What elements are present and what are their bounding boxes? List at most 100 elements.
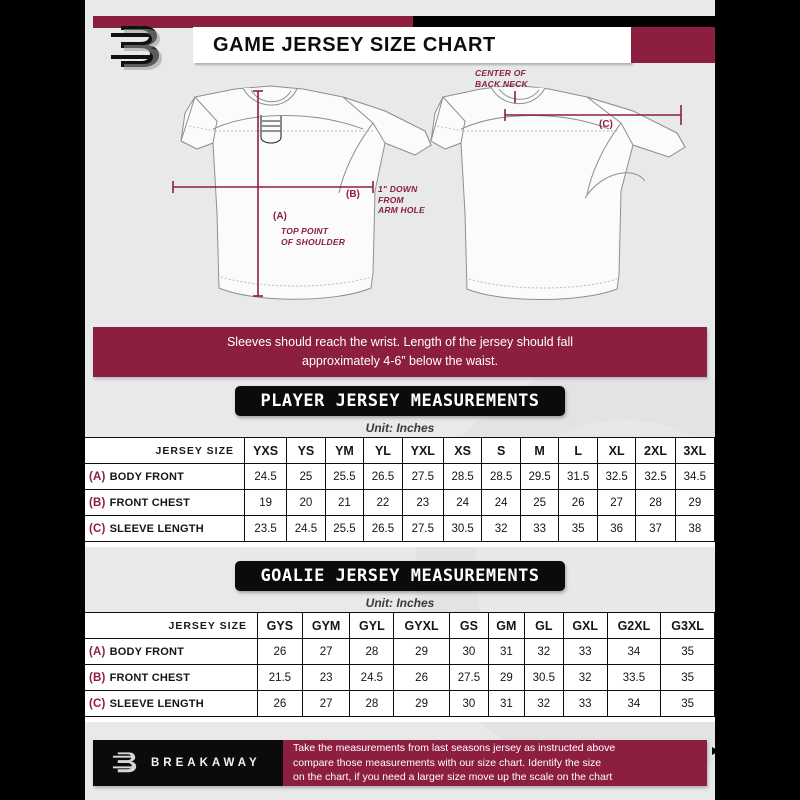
player-r2-c8: 35 bbox=[558, 515, 598, 542]
player-measurements-table: JERSEY SIZE YXS YS YM YL YXL XS S M L XL… bbox=[85, 437, 715, 542]
goalie-r0-c0: 26 bbox=[257, 638, 303, 665]
goalie-size-0: GYS bbox=[257, 612, 303, 639]
player-r0-c8: 31.5 bbox=[558, 463, 598, 490]
player-row-0-tag: (A) bbox=[89, 470, 106, 483]
player-row-2-name: SLEEVE LENGTH bbox=[109, 522, 204, 535]
player-r1-c3: 22 bbox=[363, 489, 403, 516]
goalie-r0-c8: 34 bbox=[606, 638, 662, 665]
table-header-row: JERSEY SIZE GYS GYM GYL GYXL GS GM GL GX… bbox=[85, 612, 715, 639]
footer-line2: compare those measurements with our size… bbox=[293, 756, 602, 769]
player-unit-label: Unit: Inches bbox=[365, 421, 435, 435]
goalie-r1-c2: 24.5 bbox=[349, 664, 395, 691]
goalie-r0-c5: 31 bbox=[487, 638, 525, 665]
player-row-1-name: FRONT CHEST bbox=[109, 496, 190, 509]
player-r0-c9: 32.5 bbox=[596, 463, 637, 490]
player-row-2-label: (C) SLEEVE LENGTH bbox=[85, 515, 245, 542]
goalie-r1-c0: 21.5 bbox=[257, 664, 303, 691]
player-r2-c3: 26.5 bbox=[363, 515, 403, 542]
goalie-r0-c1: 27 bbox=[301, 638, 351, 665]
player-r2-c2: 25.5 bbox=[324, 515, 365, 542]
header-title-row: GAME JERSEY SIZE CHART bbox=[93, 27, 715, 63]
goalie-row-2-label: (C) SLEEVE LENGTH bbox=[85, 690, 258, 717]
fit-note-line2: approximately 4-6” below the waist. bbox=[302, 354, 498, 368]
goalie-size-1: GYM bbox=[301, 612, 351, 639]
fit-note-band: Sleeves should reach the wrist. Length o… bbox=[93, 327, 707, 377]
player-size-9: XL bbox=[596, 437, 637, 464]
table-row: (C) SLEEVE LENGTH 23.5 24.5 25.5 26.5 27.… bbox=[85, 515, 715, 542]
goalie-r1-c8: 33.5 bbox=[606, 664, 662, 691]
player-size-3: YL bbox=[363, 437, 403, 464]
player-r2-c11: 38 bbox=[674, 515, 715, 542]
player-r0-c5: 28.5 bbox=[442, 463, 483, 490]
fit-note-line1: Sleeves should reach the wrist. Length o… bbox=[226, 335, 574, 349]
goalie-size-7: GXL bbox=[562, 612, 608, 639]
goalie-size-8: G2XL bbox=[606, 612, 662, 639]
player-row-1-tag: (B) bbox=[89, 496, 106, 509]
player-size-10: 2XL bbox=[635, 437, 676, 464]
breakaway-b-logo-icon bbox=[107, 20, 169, 76]
goalie-row-1-name: FRONT CHEST bbox=[109, 671, 190, 684]
player-size-0: YXS bbox=[243, 437, 288, 464]
player-row-1-label: (B) FRONT CHEST bbox=[85, 489, 245, 516]
goalie-r2-c4: 30 bbox=[448, 690, 489, 717]
player-r0-c7: 29.5 bbox=[519, 463, 560, 490]
goalie-r0-c2: 28 bbox=[349, 638, 395, 665]
goalie-row-0-label: (A) BODY FRONT bbox=[85, 638, 258, 665]
player-size-2: YM bbox=[324, 437, 365, 464]
player-r1-c9: 27 bbox=[596, 489, 637, 516]
goalie-section-heading: GOALIE JERSEY MEASUREMENTS bbox=[235, 561, 565, 591]
goalie-r0-c4: 30 bbox=[448, 638, 489, 665]
goalie-r0-c9: 35 bbox=[660, 638, 715, 665]
goalie-row-0-tag: (A) bbox=[89, 645, 106, 658]
player-size-8: L bbox=[558, 437, 598, 464]
goalie-row-0-name: BODY FRONT bbox=[109, 645, 185, 658]
goalie-r2-c2: 28 bbox=[349, 690, 395, 717]
player-r0-c2: 25.5 bbox=[324, 463, 365, 490]
goalie-r0-c3: 29 bbox=[393, 638, 450, 665]
player-r2-c0: 23.5 bbox=[243, 515, 288, 542]
player-r0-c10: 32.5 bbox=[635, 463, 676, 490]
player-size-label: JERSEY SIZE bbox=[85, 437, 245, 464]
goalie-r2-c3: 29 bbox=[393, 690, 450, 717]
jersey-diagrams: (A) TOP POINT OF SHOULDER (B) 1" DOWN FR… bbox=[85, 63, 715, 318]
footer-line1: Take the measurements from last seasons … bbox=[293, 742, 616, 755]
goalie-unit-label: Unit: Inches bbox=[365, 596, 435, 610]
mouse-cursor bbox=[712, 747, 719, 755]
player-size-4: YXL bbox=[401, 437, 444, 464]
goalie-r1-c9: 35 bbox=[660, 664, 715, 691]
footer: BREAKAWAY Take the measurements from las… bbox=[93, 740, 707, 786]
page-title: GAME JERSEY SIZE CHART bbox=[213, 33, 496, 56]
goalie-size-9: G3XL bbox=[660, 612, 715, 639]
player-r1-c5: 24 bbox=[442, 489, 483, 516]
size-chart-page: GAME JERSEY SIZE CHART bbox=[85, 0, 715, 800]
goalie-size-2: GYL bbox=[349, 612, 395, 639]
goalie-r1-c4: 27.5 bbox=[448, 664, 489, 691]
player-r0-c3: 26.5 bbox=[363, 463, 403, 490]
goalie-row-1-label: (B) FRONT CHEST bbox=[85, 664, 258, 691]
goalie-r2-c6: 32 bbox=[523, 690, 564, 717]
page-title-plate: GAME JERSEY SIZE CHART bbox=[193, 27, 631, 63]
player-r1-c2: 21 bbox=[324, 489, 365, 516]
goalie-r0-c7: 33 bbox=[562, 638, 608, 665]
player-r2-c10: 37 bbox=[635, 515, 676, 542]
goalie-r1-c3: 26 bbox=[393, 664, 450, 691]
player-table-wrap: JERSEY SIZE YXS YS YM YL YXL XS S M L XL… bbox=[85, 437, 715, 547]
footer-instructions: Take the measurements from last seasons … bbox=[283, 740, 707, 786]
player-row-2-tag: (C) bbox=[89, 522, 106, 535]
goalie-r2-c8: 34 bbox=[606, 690, 662, 717]
player-r0-c0: 24.5 bbox=[243, 463, 288, 490]
player-r1-c4: 23 bbox=[401, 489, 444, 516]
table-row: (A) BODY FRONT 24.5 25 25.5 26.5 27.5 28.… bbox=[85, 463, 715, 490]
table-row: (A) BODY FRONT 26 27 28 29 30 31 32 33 34… bbox=[85, 638, 715, 665]
player-r2-c9: 36 bbox=[596, 515, 637, 542]
goalie-r1-c7: 32 bbox=[562, 664, 608, 691]
player-r1-c10: 28 bbox=[635, 489, 676, 516]
player-r1-c7: 25 bbox=[519, 489, 560, 516]
player-r2-c1: 24.5 bbox=[286, 515, 326, 542]
player-r2-c5: 30.5 bbox=[442, 515, 483, 542]
goalie-row-1-tag: (B) bbox=[89, 671, 106, 684]
table-row: (C) SLEEVE LENGTH 26 27 28 29 30 31 32 33… bbox=[85, 690, 715, 717]
player-size-7: M bbox=[519, 437, 560, 464]
player-size-1: YS bbox=[286, 437, 326, 464]
goalie-table-wrap: JERSEY SIZE GYS GYM GYL GYXL GS GM GL GX… bbox=[85, 612, 715, 722]
